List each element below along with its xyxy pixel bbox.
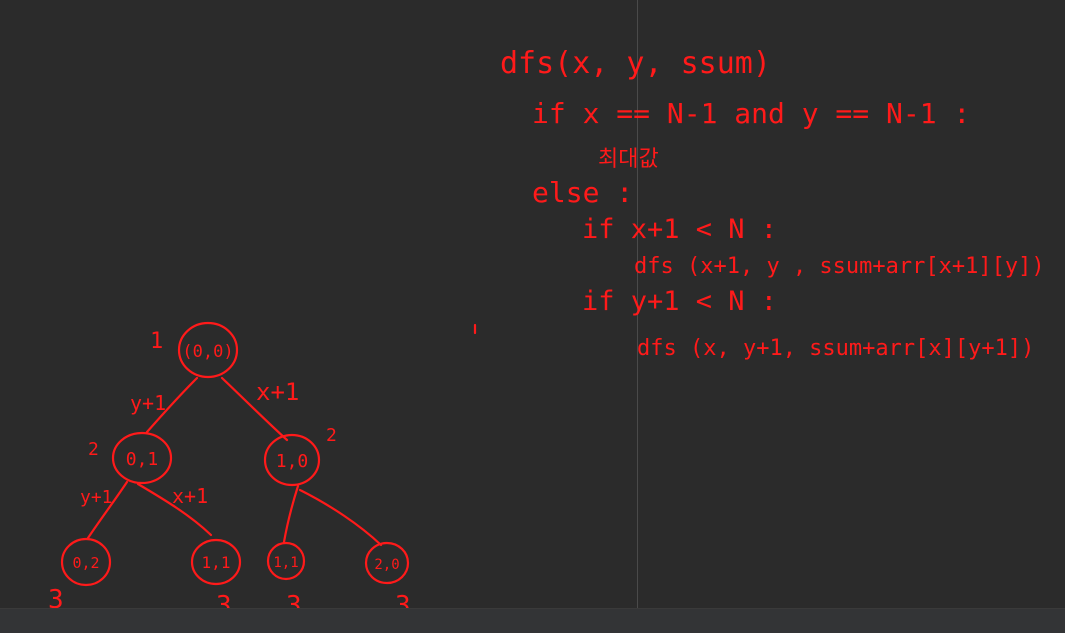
edge-right-rl bbox=[282, 484, 300, 544]
node-circle bbox=[111, 431, 173, 485]
node-label: 2,0 bbox=[374, 557, 399, 573]
tree-node-left: 0,1 bbox=[111, 431, 173, 485]
code-line-base-condition: if x == N-1 and y == N-1 : bbox=[532, 97, 970, 130]
tree-node-ll: 0,2 bbox=[60, 537, 112, 587]
node-label: 1,1 bbox=[202, 553, 231, 572]
code-line-max-value: 최대값 bbox=[598, 147, 659, 172]
node-circle bbox=[364, 541, 410, 585]
edge-root-left bbox=[145, 376, 199, 434]
depth-label-ll: 3 bbox=[48, 585, 64, 615]
tree-node-rl: 1,1 bbox=[266, 541, 306, 581]
code-line-if-y: if y+1 < N : bbox=[582, 286, 777, 317]
edge-right-rr bbox=[298, 488, 383, 547]
code-line-dfs-x: dfs (x+1, y , ssum+arr[x+1][y]) bbox=[634, 254, 1045, 279]
depth-label-root: 1 bbox=[150, 329, 163, 354]
node-circle bbox=[177, 321, 239, 379]
node-label: (0,0) bbox=[182, 342, 233, 362]
edge-root-right bbox=[220, 376, 289, 442]
edge-label-root-left: y+1 bbox=[130, 391, 166, 415]
code-line-else: else : bbox=[532, 176, 633, 209]
depth-labels: 1 2 2 3 3 3 3 bbox=[48, 329, 411, 621]
node-circle bbox=[266, 541, 306, 581]
depth-label-left: 2 bbox=[88, 439, 99, 460]
depth-label-right: 2 bbox=[326, 425, 337, 446]
tree-node-rr: 2,0 bbox=[364, 541, 410, 585]
edge-left-lr bbox=[136, 482, 213, 537]
node-label: 1,1 bbox=[273, 555, 298, 571]
page-divider bbox=[637, 0, 638, 608]
code-line-dfs-y: dfs (x, y+1, ssum+arr[x][y+1]) bbox=[637, 336, 1034, 361]
node-label: 0,2 bbox=[72, 554, 99, 572]
code-line-if-x: if x+1 < N : bbox=[582, 214, 777, 245]
edge-label-left-ll: y+1 bbox=[80, 487, 113, 508]
edge-label-root-right: x+1 bbox=[256, 378, 299, 406]
node-circle bbox=[190, 538, 242, 586]
node-circle bbox=[60, 537, 112, 587]
code-block: dfs(x, y, ssum) if x == N-1 and y == N-1… bbox=[500, 46, 1045, 361]
edge-label-left-lr: x+1 bbox=[172, 484, 208, 508]
tree-node-right: 1,0 bbox=[263, 433, 321, 487]
node-label: 1,0 bbox=[276, 451, 309, 472]
tree-node-lr: 1,1 bbox=[190, 538, 242, 586]
code-line-dfs-signature: dfs(x, y, ssum) bbox=[500, 46, 771, 81]
tree-edges bbox=[86, 376, 383, 547]
node-circle bbox=[263, 433, 321, 487]
edge-labels: y+1 x+1 y+1 x+1 bbox=[80, 378, 299, 508]
node-label: 0,1 bbox=[126, 449, 159, 470]
bottom-toolbar bbox=[0, 608, 1065, 633]
tree-node-root: (0,0) bbox=[177, 321, 239, 379]
edge-left-ll bbox=[86, 480, 129, 540]
